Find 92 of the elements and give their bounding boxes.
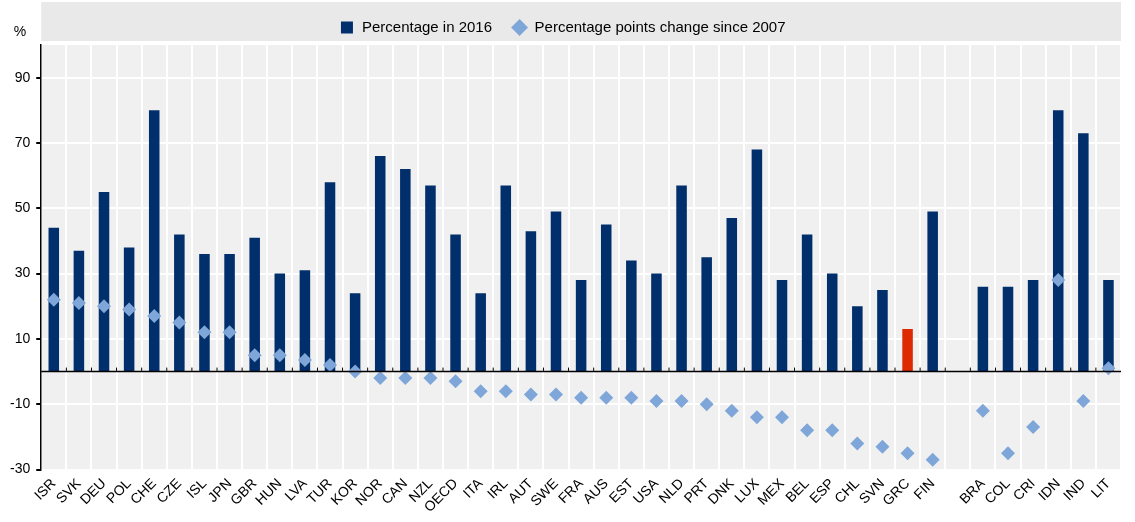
point	[71, 295, 86, 310]
bar	[927, 211, 938, 372]
bar	[776, 280, 788, 372]
point	[97, 299, 112, 314]
point	[448, 374, 463, 389]
point	[1026, 420, 1041, 435]
point	[172, 315, 187, 330]
bar	[751, 149, 763, 372]
bar	[1103, 280, 1114, 372]
x-tick-label: ITA	[459, 474, 486, 501]
y-tick-label: 30	[14, 264, 31, 281]
bar	[575, 280, 587, 372]
point	[222, 325, 237, 340]
point	[473, 384, 488, 399]
y-tick-label: 90	[14, 68, 31, 85]
point	[1051, 273, 1066, 288]
point	[147, 309, 162, 324]
y-tick-label: -10	[10, 395, 31, 412]
point	[800, 423, 815, 438]
point	[749, 410, 764, 425]
bar	[500, 185, 512, 372]
bar	[676, 185, 687, 372]
bar	[977, 286, 989, 372]
bar	[199, 253, 210, 372]
point	[197, 325, 212, 340]
bar	[174, 234, 185, 372]
bar	[726, 218, 738, 372]
y-axis-title: %	[13, 22, 27, 39]
point	[398, 371, 413, 386]
bar	[600, 224, 612, 372]
bar	[475, 293, 486, 372]
bar	[374, 156, 386, 372]
y-tick-label: 10	[14, 329, 31, 346]
point	[549, 387, 564, 402]
x-tick-label: ISL	[183, 474, 210, 502]
point	[1001, 446, 1015, 461]
point	[523, 387, 538, 402]
point	[825, 423, 840, 438]
bar	[425, 185, 436, 372]
point	[423, 371, 438, 386]
bar	[450, 234, 461, 372]
point	[775, 410, 789, 425]
point	[46, 292, 61, 307]
point	[1101, 361, 1116, 376]
x-tick-label: IRL	[483, 474, 511, 502]
bar	[651, 273, 662, 372]
point	[975, 403, 990, 418]
point	[373, 371, 388, 386]
point	[649, 393, 664, 408]
bar	[1052, 110, 1064, 372]
bar	[1078, 133, 1089, 372]
point	[925, 452, 940, 467]
bar	[701, 257, 712, 372]
point	[850, 436, 865, 451]
point	[699, 397, 714, 412]
point	[1076, 393, 1091, 408]
x-tick-label: LIT	[1087, 474, 1114, 501]
point	[574, 390, 589, 405]
point	[122, 302, 137, 317]
point	[624, 390, 639, 405]
bar	[249, 237, 260, 372]
point	[875, 439, 890, 454]
bar	[224, 253, 235, 372]
y-tick-label: 50	[14, 199, 31, 216]
x-tick-label: FIN	[910, 475, 938, 503]
point	[724, 403, 739, 418]
bar	[626, 260, 637, 372]
bar	[877, 289, 888, 372]
point	[323, 358, 338, 373]
y-tick-label: -30	[10, 460, 31, 477]
bar	[826, 273, 838, 372]
point	[247, 348, 262, 363]
point	[297, 353, 312, 368]
bar	[98, 191, 110, 372]
point	[900, 446, 915, 461]
point	[498, 384, 513, 399]
bar	[852, 306, 863, 372]
bar	[400, 169, 411, 372]
point	[674, 393, 689, 408]
bar	[525, 231, 537, 372]
bar	[550, 211, 562, 372]
point	[599, 390, 614, 405]
legend-label: Percentage points change since 2007	[534, 17, 786, 35]
bar	[1002, 286, 1014, 372]
bar	[148, 110, 160, 372]
bar	[902, 329, 913, 372]
bar	[1027, 280, 1039, 372]
bar	[324, 182, 336, 372]
y-tick-label: 70	[14, 133, 31, 150]
bar	[801, 234, 813, 372]
point	[272, 348, 287, 363]
legend-label: Percentage in 2016	[361, 17, 493, 35]
